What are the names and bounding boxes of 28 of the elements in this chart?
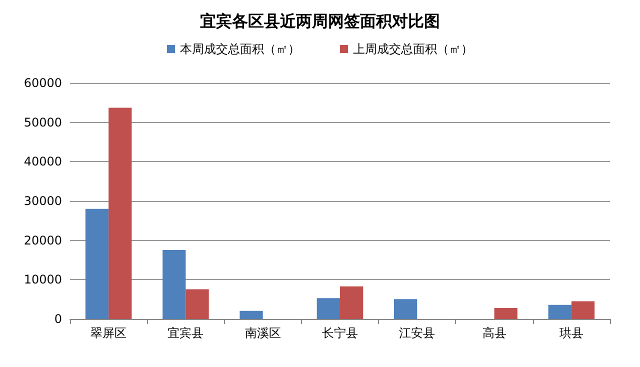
y-tick-label: 50000 bbox=[24, 115, 62, 130]
bar bbox=[394, 299, 418, 319]
y-tick-label: 20000 bbox=[24, 233, 62, 248]
bar bbox=[108, 108, 132, 319]
x-tick-label: 南溪区 bbox=[244, 326, 281, 340]
bar bbox=[548, 304, 572, 319]
x-tick-label: 珙县 bbox=[559, 326, 584, 340]
y-tick-label: 10000 bbox=[24, 272, 62, 287]
bar bbox=[186, 289, 209, 319]
x-tick-label: 江安县 bbox=[399, 326, 436, 340]
x-tick-label: 宜宾县 bbox=[168, 326, 204, 340]
bar bbox=[571, 301, 595, 319]
y-tick-label: 30000 bbox=[24, 194, 62, 208]
bar bbox=[85, 208, 109, 319]
x-tick-label: 高县 bbox=[482, 326, 506, 340]
y-tick-label: 60000 bbox=[24, 76, 62, 90]
bar bbox=[162, 250, 186, 319]
bar bbox=[340, 286, 364, 319]
bar bbox=[316, 298, 340, 319]
y-tick-label: 0 bbox=[54, 312, 62, 326]
legend-label: 本周成交总面积（㎡） bbox=[180, 42, 300, 56]
bar bbox=[494, 308, 518, 319]
x-tick-label: 长宁县 bbox=[322, 326, 358, 340]
x-tick-label: 翠屏区 bbox=[90, 326, 127, 340]
legend-label: 上周成交总面积（㎡） bbox=[353, 42, 473, 56]
chart-title: 宜宾各区县近两周网签面积对比图 bbox=[200, 12, 440, 30]
bar bbox=[240, 310, 263, 319]
y-tick-label: 40000 bbox=[24, 154, 62, 169]
